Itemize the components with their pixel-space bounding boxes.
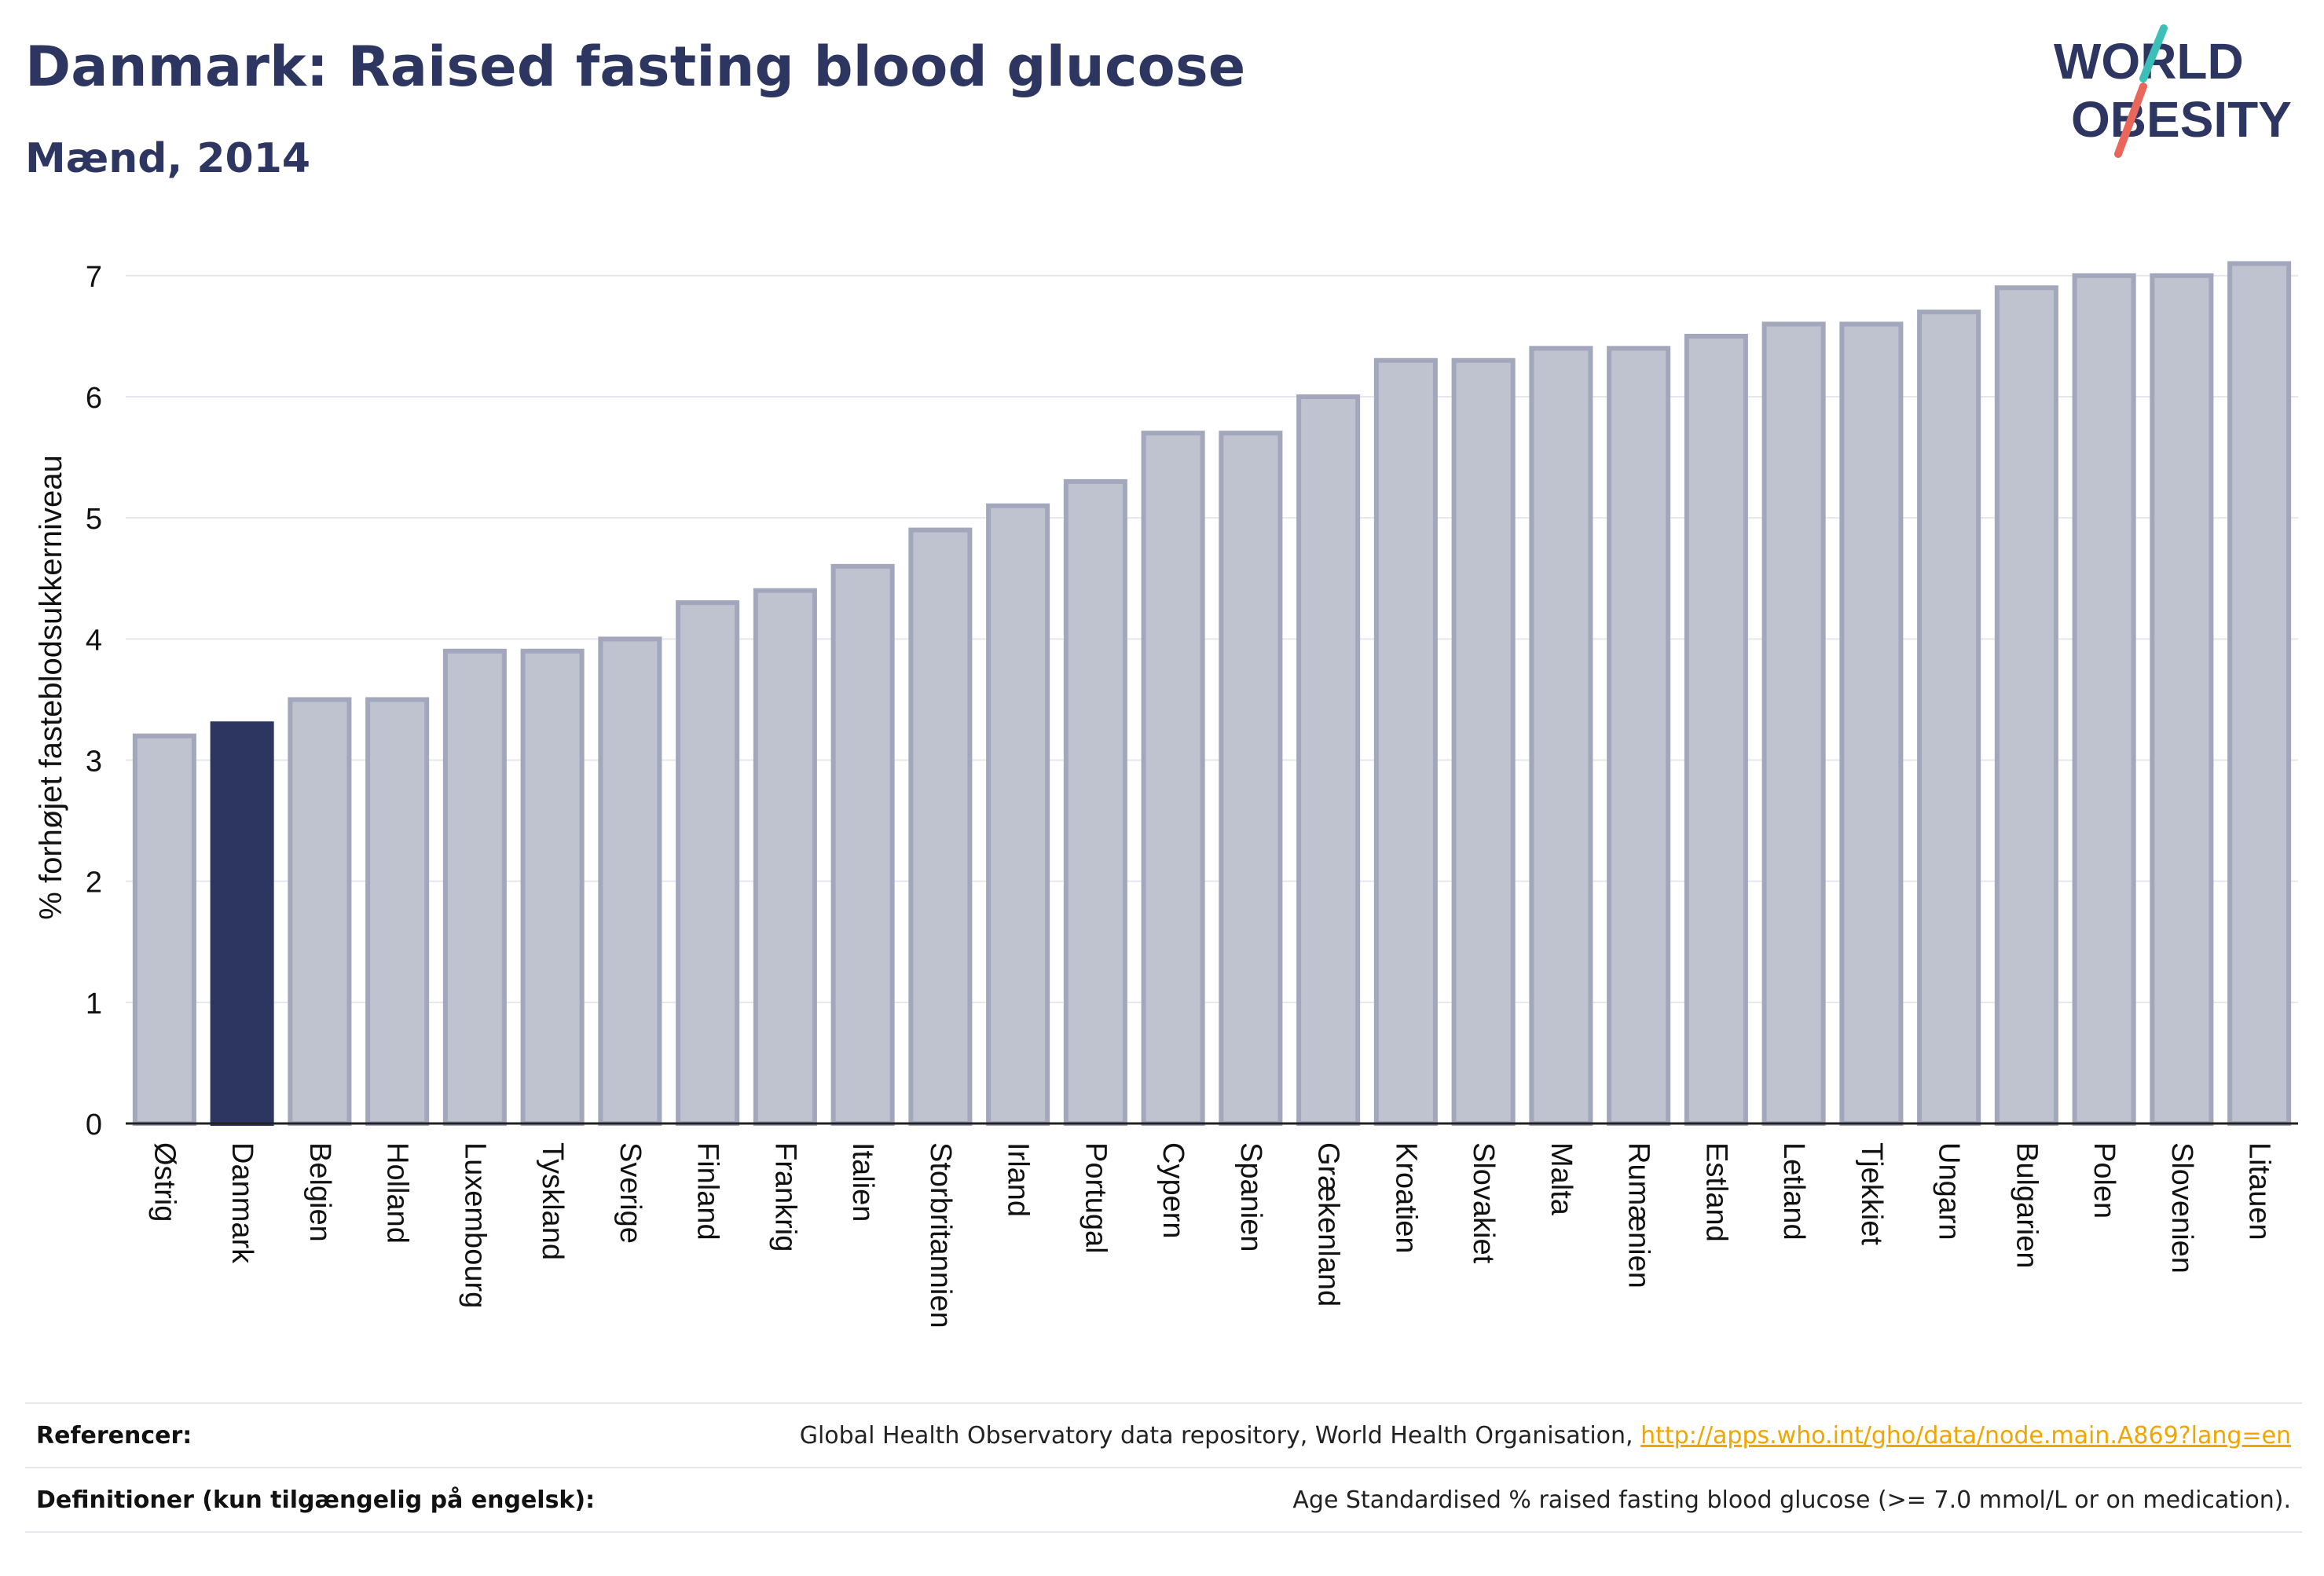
x-tick-label: Frankrig [768,1142,801,1252]
bar-Tyskland[interactable] [520,648,585,1126]
bar-Rumænien[interactable] [1607,346,1671,1127]
logo-slash-teal [2139,24,2168,82]
logo-slash-coral [2114,82,2147,158]
chart-subtitle: Mænd, 2014 [25,135,311,182]
bar-Luxembourg[interactable] [442,648,507,1126]
x-tick-label: Italien [846,1142,879,1222]
bar-Estland[interactable] [1684,333,1748,1126]
y-tick-label: 5 [86,503,102,536]
y-tick-label: 7 [86,261,102,294]
x-tick-label: Cypern [1157,1142,1189,1239]
x-tick-label: Finland [691,1142,724,1241]
bar-Frankrig[interactable] [753,588,817,1126]
definitions-row: Definitioner (kun tilgængelig på engelsk… [25,1467,2302,1533]
x-tick-label: Østrig [148,1142,181,1222]
x-tick-label: Estland [1699,1142,1732,1242]
x-tick-label: Sverige [614,1142,647,1244]
y-tick-label: 1 [86,988,102,1021]
bar-Spanien[interactable] [1219,431,1283,1126]
axes: 0 1 2 3 4 5 6 7 Østrig Danmark Belgien Holland Luxem… [86,261,2298,1329]
x-tick-label: Polen [2088,1142,2121,1219]
bar-chart: 0 1 2 3 4 5 6 7 Østrig Danmark Belgien Holland Luxem… [34,261,2298,1329]
x-tick-label: Danmark [225,1142,258,1264]
bar-Holland[interactable] [365,697,430,1126]
y-tick-label: 0 [86,1109,102,1142]
bar-Sverige[interactable] [598,636,662,1126]
bar-Ungarn[interactable] [1917,310,1981,1126]
bar-Belgien[interactable] [288,697,352,1126]
chart-title: Danmark: Raised fasting blood glucose [25,35,1246,99]
bar-Slovenien[interactable] [2150,273,2214,1126]
x-tick-label: Letland [1777,1142,1810,1241]
references-value: Global Health Observatory data repositor… [800,1422,2302,1450]
x-tick-label: Portugal [1079,1142,1112,1254]
y-axis-label: % forhøjet fasteblodsukkerniveau [34,455,68,919]
bar-Østrig[interactable] [132,733,196,1127]
bar-Storbritannien[interactable] [908,527,973,1126]
bar-Italien[interactable] [830,563,895,1126]
y-tick-label: 6 [86,382,102,415]
logo-line-obesity: OBESITY [2071,91,2292,148]
x-tick-label: Kroatien [1389,1142,1422,1254]
x-tick-label: Bulgarien [2010,1142,2043,1269]
bar-Letland[interactable] [1761,321,1826,1126]
bar-Irland[interactable] [986,503,1050,1126]
bar-Polen[interactable] [2072,273,2136,1126]
x-tick-label: Spanien [1234,1142,1267,1252]
bar-Grækenland[interactable] [1296,394,1361,1126]
x-tick-label: Tyskland [536,1142,569,1260]
bars [132,261,2292,1127]
x-tick-label: Rumænien [1622,1142,1655,1288]
bar-Litauen[interactable] [2227,261,2292,1127]
bar-Portugal[interactable] [1063,478,1127,1126]
x-tick-label: Grækenland [1312,1142,1345,1307]
world-obesity-logo: WORLD OBESITY [2054,24,2292,158]
x-tick-label: Slovakiet [1467,1142,1500,1264]
definitions-text: Age Standardised % raised fasting blood … [1292,1486,2291,1514]
y-tick-label: 4 [86,624,102,657]
bar-Kroatien[interactable] [1373,357,1438,1126]
definitions-label: Definitioner (kun tilgængelig på engelsk… [36,1486,596,1514]
x-tick-label: Tjekkiet [1855,1142,1888,1245]
x-tick-label: Irland [1002,1142,1035,1217]
bar-Slovakiet[interactable] [1451,357,1516,1126]
y-tick-label: 2 [86,867,102,900]
bar-Bulgarien[interactable] [1994,285,2058,1126]
references-link[interactable]: http://apps.who.int/gho/data/node.main.A… [1640,1421,2291,1450]
bar-Tjekkiet[interactable] [1839,321,1904,1126]
x-tick-label: Litauen [2243,1142,2276,1241]
bar-Finland[interactable] [676,600,740,1126]
references-label: Referencer: [36,1421,192,1450]
x-tick-label: Holland [381,1142,414,1244]
bar-Cypern[interactable] [1141,431,1205,1126]
x-tick-label: Storbritannien [924,1142,957,1329]
reference-table: Referencer: Global Health Observatory da… [25,1402,2302,1533]
x-tick-label: Belgien [303,1142,336,1242]
x-tick-label: Slovenien [2165,1142,2198,1274]
bar-Danmark[interactable] [210,721,274,1126]
y-tick-label: 3 [86,746,102,779]
x-tick-label: Luxembourg [458,1142,491,1308]
references-text: Global Health Observatory data repositor… [799,1421,1633,1450]
x-tick-label: Malta [1545,1142,1578,1216]
x-tick-label: Ungarn [1933,1142,1966,1241]
bar-Malta[interactable] [1529,346,1593,1127]
references-row: Referencer: Global Health Observatory da… [25,1402,2302,1467]
